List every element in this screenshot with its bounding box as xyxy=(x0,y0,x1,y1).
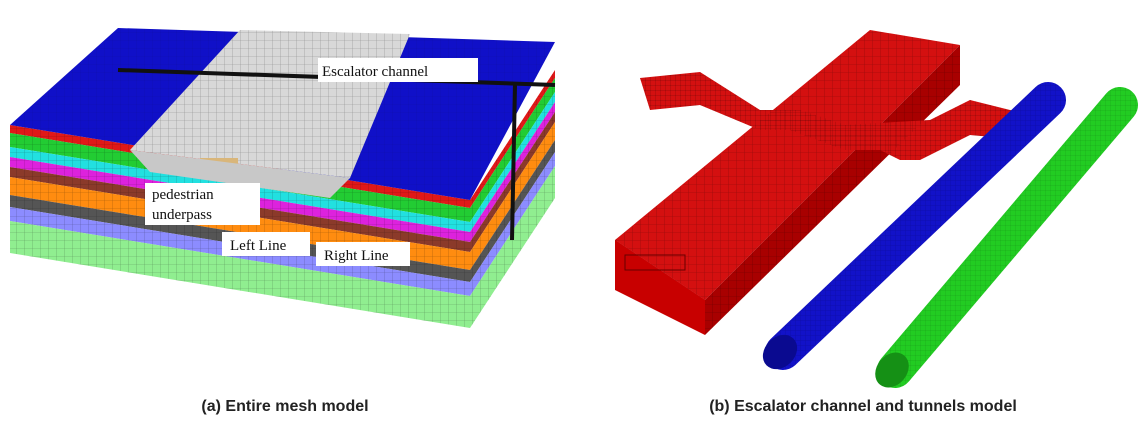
label: Right Line xyxy=(324,248,389,264)
label: underpass xyxy=(152,207,212,223)
figure: Escalator channel pedestrian underpass L… xyxy=(0,0,1140,426)
label: Left Line xyxy=(230,238,287,254)
caption: (b) Escalator channel and tunnels model xyxy=(709,398,1017,415)
label: pedestrian xyxy=(152,187,214,203)
caption: (a) Entire mesh model xyxy=(201,398,368,415)
label: Escalator channel xyxy=(322,64,428,80)
